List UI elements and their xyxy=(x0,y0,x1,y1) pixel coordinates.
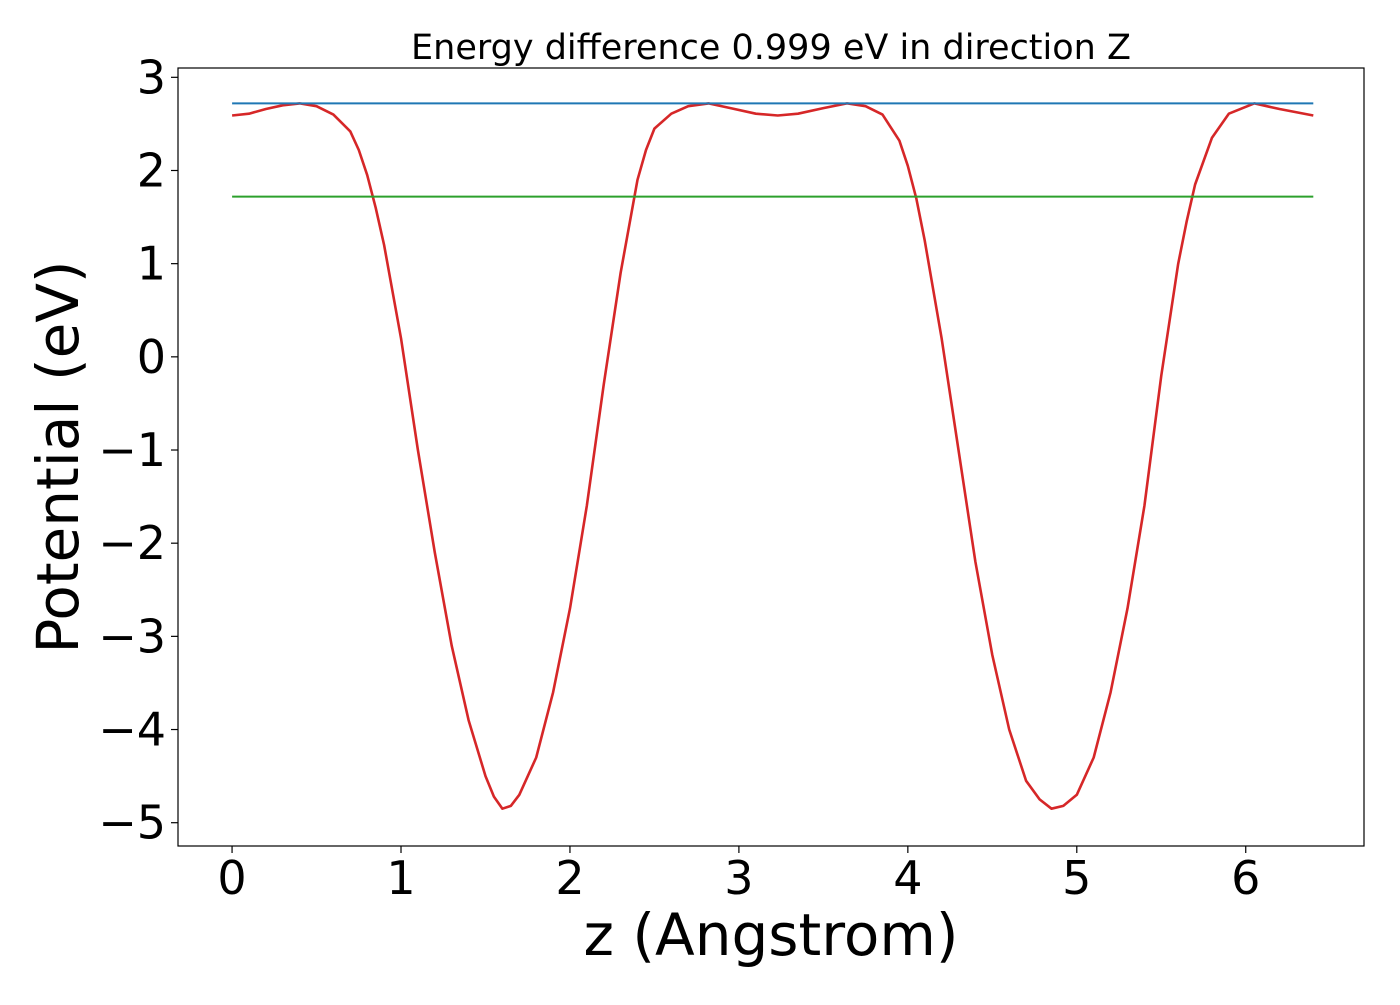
y-axis-label: Potential (eV) xyxy=(24,260,92,653)
plot-frame xyxy=(177,67,1365,847)
y-tick-label: 1 xyxy=(137,237,166,291)
chart-title: Energy difference 0.999 eV in direction … xyxy=(411,28,1131,68)
y-tick-label: 2 xyxy=(137,143,166,197)
x-axis-ticks: 0 1 2 3 4 5 6 xyxy=(217,846,1260,905)
x-tick-label: 5 xyxy=(1062,851,1091,905)
y-tick-label: −3 xyxy=(98,609,166,663)
x-tick-label: 2 xyxy=(555,851,584,905)
x-tick-label: 1 xyxy=(386,851,415,905)
x-tick-label: 0 xyxy=(217,851,246,905)
y-tick-label: −4 xyxy=(98,703,166,757)
y-tick-label: −5 xyxy=(98,796,166,850)
series-layer xyxy=(231,102,1314,811)
x-tick-label: 6 xyxy=(1231,851,1260,905)
x-axis-label: z (Angstrom) xyxy=(584,901,959,969)
y-tick-label: −1 xyxy=(98,423,166,477)
x-tick-label: 4 xyxy=(893,851,922,905)
y-tick-label: 0 xyxy=(137,330,166,384)
y-axis-ticks: 3 2 1 0 −1 −2 −3 −4 −5 xyxy=(98,50,178,850)
y-tick-label: 3 xyxy=(137,50,166,104)
y-tick-label: −2 xyxy=(98,516,166,570)
series-line-1 xyxy=(231,102,1314,811)
x-tick-label: 3 xyxy=(724,851,753,905)
